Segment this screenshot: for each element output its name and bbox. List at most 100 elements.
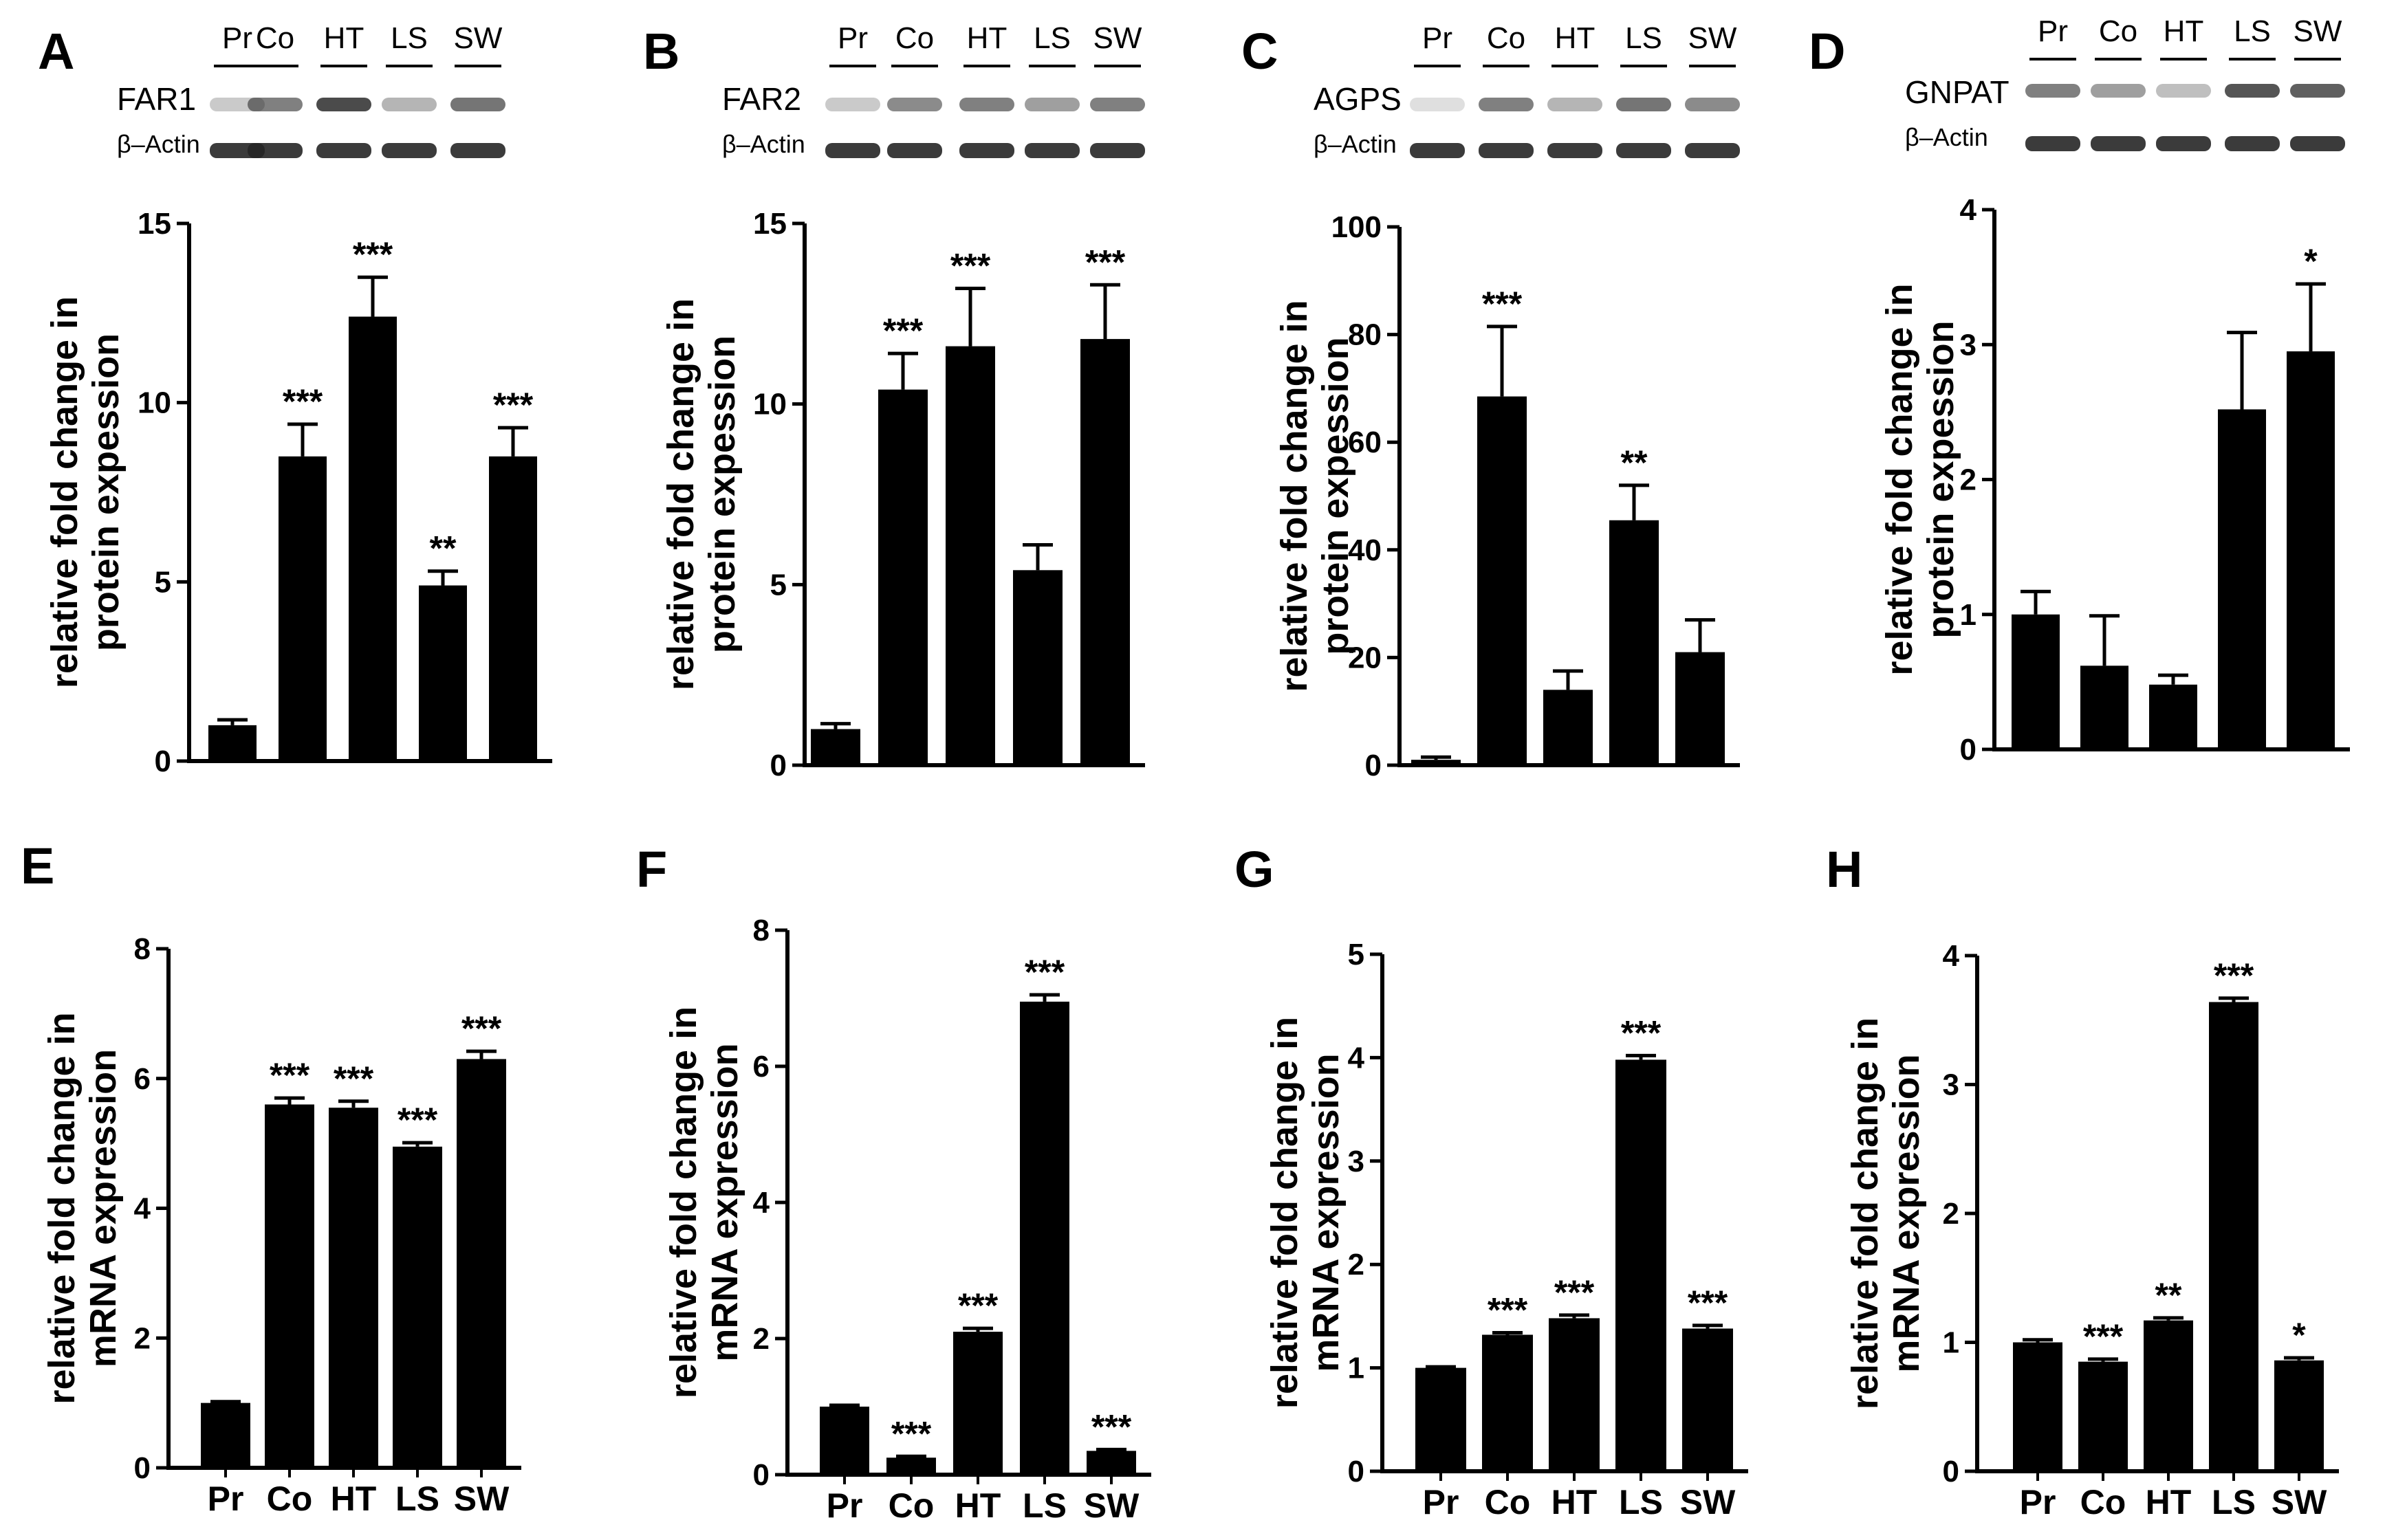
- x-tick-label: LS: [1023, 1486, 1067, 1525]
- y-tick-label: 2: [1943, 1197, 1959, 1231]
- x-tick-label: SW: [1084, 1486, 1140, 1525]
- x-tick-label: Pr: [1423, 1483, 1459, 1521]
- protein-band: [1410, 98, 1465, 111]
- y-axis-label: relative fold change inprotein expession: [1274, 300, 1356, 692]
- x-tick-label: HT: [2146, 1483, 2192, 1521]
- actin-band: [825, 143, 880, 158]
- x-tick-label: SW: [1680, 1483, 1736, 1521]
- protein-band: [1479, 98, 1534, 111]
- bar-sw: [1675, 652, 1725, 765]
- x-tick-label: LS: [1619, 1483, 1663, 1521]
- actin-band: [1410, 143, 1465, 158]
- bar-co: [2080, 666, 2128, 749]
- bar-pr: [1415, 1367, 1466, 1471]
- actin-band: [887, 143, 942, 158]
- bar-ht: [2144, 1320, 2193, 1471]
- panel-letter: D: [1809, 23, 1845, 80]
- y-tick-label: 3: [1348, 1145, 1364, 1178]
- significance-marker: ***: [270, 1056, 310, 1094]
- x-tick-label: Co: [267, 1480, 313, 1518]
- western-blot: Pr Co HT LS SW AGPS β–Actin: [1314, 21, 1740, 158]
- significance-marker: ***: [883, 311, 924, 350]
- significance-marker: ***: [461, 1009, 502, 1048]
- lane-label: LS: [391, 21, 428, 55]
- protein-band: [2025, 84, 2080, 98]
- y-tick-label: 0: [770, 749, 787, 782]
- western-blot: Pr Co HT LS SW GNPAT β–Actin: [1905, 14, 2345, 151]
- y-tick-label: 5: [1348, 938, 1364, 971]
- x-tick-label: SW: [2272, 1483, 2327, 1521]
- bar-pr: [201, 1402, 250, 1468]
- bar-co: [878, 389, 928, 765]
- y-tick-label: 1: [1960, 598, 1976, 632]
- significance-marker: ***: [1488, 1290, 1528, 1329]
- significance-marker: **: [430, 529, 457, 568]
- bar-sw: [489, 456, 537, 761]
- y-tick-label: 6: [753, 1050, 770, 1084]
- y-tick-label: 4: [753, 1186, 770, 1220]
- bar-sw: [2274, 1360, 2324, 1471]
- western-blot: Pr Co HT LS SW FAR1 β–Actin: [117, 21, 505, 158]
- y-axis-label: relative fold change inmRNA expression: [1844, 1018, 1927, 1409]
- y-tick-label: 2: [134, 1321, 151, 1355]
- bar-ls: [1615, 1059, 1666, 1471]
- protein-band: [1090, 98, 1145, 111]
- bar-pr: [2013, 1342, 2062, 1471]
- y-axis-label: relative fold change inprotein expession: [660, 298, 743, 690]
- significance-marker: ***: [950, 247, 991, 285]
- x-tick-label: HT: [1551, 1483, 1598, 1521]
- y-tick-label: 8: [134, 932, 151, 966]
- protein-band: [825, 98, 880, 111]
- actin-band: [2091, 136, 2146, 151]
- y-axis-label-line: mRNA expression: [704, 1043, 745, 1361]
- lane-label: LS: [1625, 21, 1662, 55]
- panel-letter: C: [1241, 23, 1278, 80]
- significance-marker: ***: [2083, 1317, 2124, 1356]
- lane-label: LS: [2234, 14, 2271, 48]
- panel-f: F 0 2 4 6 8 relative fold change inmRNA expres…: [636, 841, 1151, 1525]
- y-tick-label: 5: [770, 568, 787, 602]
- bar-co: [1482, 1334, 1533, 1471]
- y-axis-label: relative fold change inprotein expession: [1879, 283, 1961, 675]
- y-axis-label-line: relative fold change in: [1879, 283, 1920, 675]
- y-tick-label: 40: [1348, 534, 1382, 567]
- significance-marker: **: [2155, 1276, 2182, 1314]
- bar-ls: [419, 585, 467, 761]
- y-tick-label: 100: [1331, 210, 1382, 244]
- panel-c: C Pr Co HT LS SW AGPS β–Actin 0 20 40 60 80 100 relati…: [1241, 21, 1740, 782]
- y-axis-label-line: mRNA expression: [83, 1049, 124, 1367]
- lane-label: Pr: [838, 21, 868, 55]
- y-axis-label: relative fold change inprotein expession: [44, 296, 127, 688]
- actin-band: [2225, 136, 2280, 151]
- blot-protein-label: GNPAT: [1905, 74, 2010, 110]
- y-tick-label: 0: [155, 745, 171, 778]
- panel-letter: F: [636, 841, 667, 898]
- y-tick-label: 60: [1348, 426, 1382, 459]
- actin-band: [1479, 143, 1534, 158]
- y-tick-label: 2: [1960, 463, 1976, 497]
- lane-label: HT: [967, 21, 1008, 55]
- significance-marker: ***: [1085, 243, 1126, 281]
- actin-band: [450, 143, 505, 158]
- protein-band: [1547, 98, 1602, 111]
- y-axis-label-line: protein expession: [701, 336, 743, 653]
- bar-pr: [2012, 614, 2060, 749]
- blot-protein-label: AGPS: [1314, 81, 1402, 117]
- significance-marker: ***: [283, 382, 323, 421]
- bar-sw: [1087, 1451, 1136, 1475]
- y-tick-label: 20: [1348, 641, 1382, 674]
- protein-band: [2290, 84, 2345, 98]
- significance-marker: ***: [1091, 1407, 1132, 1446]
- y-tick-label: 2: [753, 1322, 770, 1356]
- panel-letter: E: [21, 837, 54, 894]
- x-tick-label: Co: [1485, 1483, 1531, 1521]
- y-tick-label: 0: [1943, 1455, 1959, 1488]
- lane-label: HT: [2164, 14, 2204, 48]
- lane-label: SW: [1093, 21, 1142, 55]
- protein-band: [382, 98, 437, 111]
- x-tick-label: LS: [395, 1480, 439, 1518]
- y-axis-label: relative fold change inmRNA expression: [41, 1012, 124, 1404]
- panel-a: A Pr Co HT LS SW FAR1 β–Actin 0 5 10 15 relative fol…: [38, 21, 552, 778]
- actin-band: [316, 143, 371, 158]
- lane-label: Co: [895, 21, 934, 55]
